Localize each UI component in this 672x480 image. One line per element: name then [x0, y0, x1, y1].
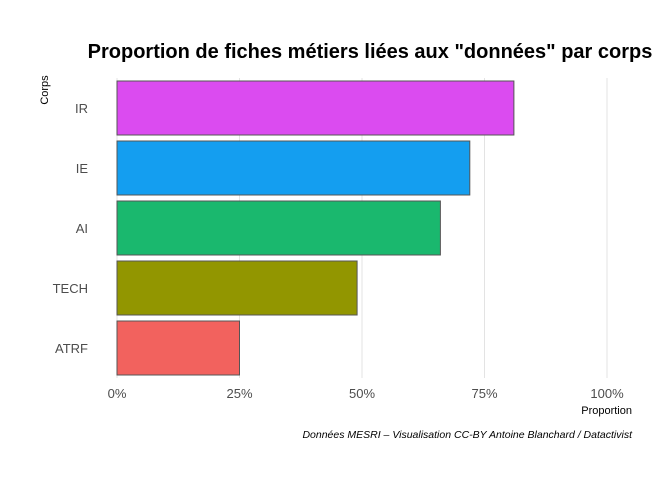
bars	[116, 80, 515, 376]
x-tick-label: 75%	[471, 386, 497, 401]
y-tick-label: AI	[76, 221, 88, 236]
y-tick-label: TECH	[53, 281, 88, 296]
bar-ai	[116, 200, 441, 256]
y-tick-label: IE	[76, 161, 89, 176]
bar-ie	[116, 140, 471, 196]
x-tick-label: 100%	[590, 386, 624, 401]
y-tick-label: IR	[75, 101, 88, 116]
bar-tech	[116, 260, 358, 316]
x-tick-label: 0%	[108, 386, 127, 401]
x-tick-labels: 0% 25% 50% 75% 100%	[108, 386, 624, 401]
chart-title: Proportion de fiches métiers liées aux "…	[88, 41, 653, 63]
chart-caption: Données MESRI – Visualisation CC-BY Anto…	[302, 429, 633, 441]
y-tick-labels: IR IE AI TECH ATRF	[53, 101, 89, 356]
x-tick-label: 25%	[226, 386, 252, 401]
y-axis-title: Corps	[39, 75, 51, 105]
bar-ir	[116, 80, 515, 136]
x-tick-label: 50%	[349, 386, 375, 401]
y-tick-label: ATRF	[55, 341, 88, 356]
bar-atrf	[116, 320, 240, 376]
x-axis-title: Proportion	[581, 405, 632, 417]
